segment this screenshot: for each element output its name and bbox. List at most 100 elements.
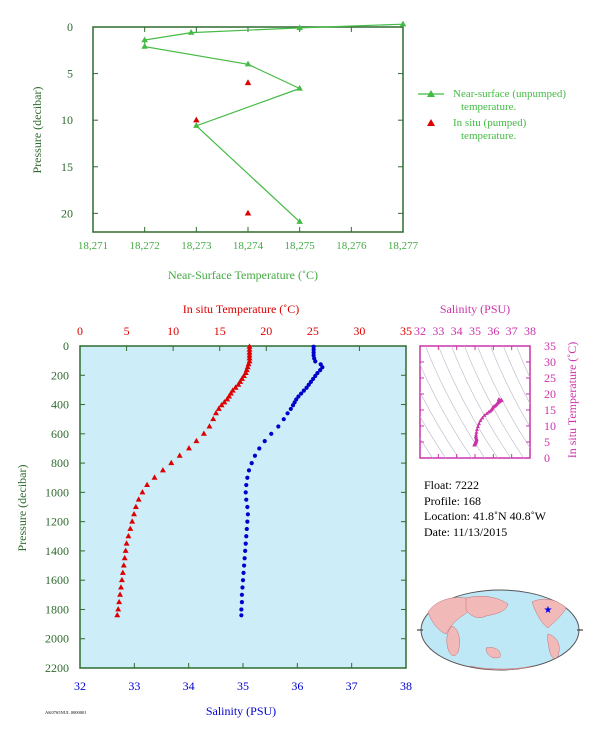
ts-salinity-tick-label: 37 [506, 324, 518, 338]
salinity-point [301, 388, 306, 393]
top-x-axis-label: Near-Surface Temperature (˚C) [168, 268, 318, 282]
legend-label-pumped-1: In situ (pumped) [453, 117, 527, 129]
temperature-point [246, 343, 253, 349]
ts-contour [438, 346, 499, 458]
temperature-tick-label: 20 [260, 324, 272, 338]
ts-point [474, 430, 479, 434]
top-x-tick-label: 18,273 [181, 240, 212, 252]
profile-date: Date: 11/13/2015 [424, 524, 508, 539]
salinity-point [262, 439, 267, 444]
temperature-point [114, 612, 121, 618]
pressure-tick-label: 1200 [45, 515, 69, 529]
temperature-point [235, 381, 242, 387]
salinity-point [311, 347, 316, 352]
temperature-point [123, 540, 130, 546]
top-legend: Near-surface (unpumped) temperature. In … [418, 88, 566, 142]
temperature-point [135, 496, 142, 502]
ts-contour [425, 346, 486, 458]
profile-plot: 0 5 10 15 20 25 30 35 32 33 34 35 36 37 38 0 200 400 600… [15, 302, 412, 718]
ts-temperature-tick-label: 35 [544, 339, 556, 353]
ts-temperature-tick-label: 10 [544, 419, 556, 433]
pumped-temperature-point [244, 79, 252, 86]
top-x-tick-label: 18,275 [285, 240, 316, 252]
ts-point [472, 443, 477, 447]
salinity-point [239, 600, 245, 605]
salinity-point [296, 394, 301, 399]
ts-contour [420, 437, 434, 458]
ts-temperature-tick-label: 0 [544, 451, 550, 465]
map-land-south-america [547, 633, 560, 659]
salinity-point [244, 497, 249, 502]
salinity-point [304, 385, 309, 390]
salinity-point [241, 563, 247, 568]
salinity-point [246, 468, 252, 473]
salinity-axis-label: Salinity (PSU) [206, 704, 276, 718]
temperature-point [144, 481, 151, 488]
unpumped-temperature-point [244, 60, 252, 67]
top-plot-frame [92, 26, 404, 233]
ts-contour [529, 346, 530, 349]
legend-label-unpumped-1: Near-surface (unpumped) [453, 88, 566, 100]
salinity-point [249, 460, 254, 466]
ts-temperature-tick-label: 15 [544, 403, 556, 417]
temperature-point [127, 525, 134, 531]
salinity-point [239, 607, 244, 612]
salinity-point [252, 453, 258, 458]
salinity-point [244, 526, 249, 532]
top-x-tick-label: 18,277 [388, 240, 419, 252]
unpumped-temperature-point [193, 122, 200, 128]
map-land [427, 596, 567, 670]
temperature-point [116, 598, 123, 605]
salinity-point [315, 370, 320, 376]
salinity-axis-ticks: 32 33 34 35 36 37 38 [74, 663, 412, 693]
pressure-tick-label: 1000 [45, 485, 69, 499]
ts-temperature-ticks: 0 5 10 15 20 25 30 35 [420, 339, 556, 465]
salinity-profile [239, 344, 325, 618]
temperature-tick-label: 15 [214, 324, 226, 338]
ts-temperature-tick-label: 30 [544, 355, 556, 369]
temperature-point [215, 405, 222, 411]
salinity-point [245, 512, 250, 517]
temperature-point [120, 562, 127, 568]
temperature-point [122, 547, 129, 553]
ts-points [472, 397, 504, 447]
temperature-point [117, 591, 124, 597]
ts-salinity-ticks: 32 33 34 35 36 37 38 [414, 324, 536, 458]
temperature-point [221, 399, 228, 405]
salinity-point [310, 376, 316, 382]
unpumped-temperature-point [296, 24, 303, 31]
top-x-tick-label: 18,276 [336, 240, 367, 252]
map-land-north-america [531, 598, 567, 629]
ts-temperature-label: In situ Temperature (˚C) [565, 342, 579, 459]
map-land-africa [446, 625, 460, 656]
ts-point [486, 410, 491, 414]
ts-temperature-tick-label: 25 [544, 371, 556, 385]
temperature-point [129, 518, 136, 524]
salinity-point [311, 350, 316, 355]
temperature-point [159, 467, 166, 473]
legend-label-unpumped-2: temperature. [461, 101, 517, 113]
ts-temperature-tick-label: 20 [544, 387, 556, 401]
top-series [141, 20, 407, 224]
temperature-point [176, 452, 183, 458]
salinity-point [288, 406, 293, 412]
salinity-point [244, 482, 249, 488]
salinity-tick-label: 38 [400, 679, 412, 693]
salinity-point [308, 379, 314, 384]
temperature-point [232, 384, 239, 390]
ts-point [475, 427, 479, 431]
pressure-tick-label: 800 [51, 456, 69, 470]
salinity-tick-label: 36 [291, 679, 303, 693]
top-y-tick-label: 20 [61, 206, 73, 220]
temperature-point [115, 606, 122, 612]
ts-contour [420, 363, 473, 458]
ts-temperature-tick-label: 5 [544, 435, 550, 449]
map-land-asia [465, 596, 509, 618]
temperature-point [246, 349, 253, 355]
temperature-point [246, 352, 253, 358]
salinity-point [313, 373, 318, 379]
unpumped-temperature-point [296, 218, 303, 224]
temperature-axis-ticks: 0 5 10 15 20 25 30 35 [77, 324, 412, 351]
unpumped-temperature-point [141, 42, 148, 49]
